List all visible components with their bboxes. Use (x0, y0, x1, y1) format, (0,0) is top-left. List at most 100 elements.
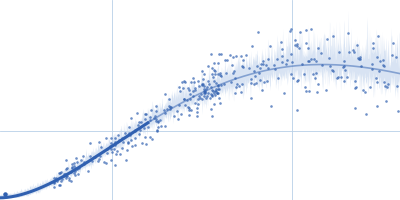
Point (302, 41, 309, 44)
Point (335, 75, 342, 78)
Point (171, 114, 177, 117)
Point (73, 156, 79, 159)
Point (330, 34, 336, 38)
Point (248, 81, 254, 84)
Point (252, 75, 258, 78)
Point (346, 50, 352, 53)
Point (51, 181, 57, 184)
Point (373, 76, 379, 80)
Point (274, 57, 280, 60)
Point (340, 65, 347, 68)
Point (214, 91, 221, 95)
Point (329, 69, 335, 72)
Point (369, 68, 375, 71)
Point (319, 63, 325, 66)
Point (382, 85, 388, 88)
Point (216, 88, 222, 91)
Point (194, 107, 200, 110)
Point (72, 169, 78, 172)
Point (202, 89, 208, 92)
Point (233, 54, 239, 57)
Point (352, 106, 358, 109)
Point (202, 91, 208, 94)
Point (245, 67, 252, 70)
Point (344, 32, 351, 35)
Point (153, 119, 159, 122)
Point (383, 100, 390, 103)
Point (381, 64, 388, 68)
Point (186, 89, 192, 92)
Point (153, 117, 159, 120)
Point (188, 109, 195, 112)
Point (239, 83, 246, 86)
Point (369, 62, 375, 66)
Point (175, 118, 182, 121)
Point (190, 95, 197, 98)
Point (370, 41, 376, 45)
Point (187, 97, 193, 100)
Point (370, 47, 376, 50)
Point (327, 64, 333, 68)
Point (268, 105, 274, 108)
Point (265, 58, 271, 61)
Point (201, 95, 208, 98)
Point (208, 89, 215, 92)
Point (315, 83, 321, 86)
Point (292, 43, 298, 46)
Point (68, 179, 74, 182)
Point (208, 52, 214, 55)
Point (58, 171, 65, 174)
Point (261, 80, 268, 83)
Point (216, 52, 222, 55)
Point (196, 95, 202, 98)
Point (158, 125, 164, 128)
Point (156, 118, 163, 122)
Point (200, 72, 207, 75)
Point (275, 76, 282, 79)
Point (299, 63, 306, 66)
Point (212, 94, 218, 97)
Point (278, 61, 285, 64)
Point (178, 112, 184, 116)
Point (89, 160, 96, 163)
Point (264, 66, 271, 69)
Point (62, 173, 68, 176)
Point (125, 132, 132, 135)
Point (80, 160, 87, 164)
Point (263, 63, 270, 66)
Point (154, 130, 161, 133)
Point (201, 91, 207, 94)
Point (214, 84, 221, 87)
Point (384, 86, 390, 89)
Point (87, 141, 94, 144)
Point (66, 178, 72, 181)
Point (394, 109, 400, 112)
Point (227, 53, 234, 57)
Point (200, 84, 207, 87)
Point (68, 166, 75, 169)
Point (295, 79, 301, 82)
Point (174, 110, 180, 113)
Point (311, 76, 318, 80)
Point (177, 89, 183, 93)
Point (243, 54, 250, 57)
Point (112, 164, 118, 167)
Point (116, 152, 123, 156)
Point (128, 145, 135, 148)
Point (334, 76, 340, 79)
Point (229, 63, 235, 67)
Point (74, 167, 80, 171)
Point (330, 70, 336, 73)
Point (102, 137, 109, 140)
Point (212, 70, 218, 73)
Point (147, 119, 153, 122)
Point (143, 142, 149, 146)
Point (217, 102, 223, 105)
Point (313, 60, 319, 63)
Point (119, 146, 126, 149)
Point (112, 137, 118, 140)
Point (363, 112, 370, 115)
Point (208, 114, 215, 117)
Point (194, 80, 201, 83)
Point (315, 47, 321, 50)
